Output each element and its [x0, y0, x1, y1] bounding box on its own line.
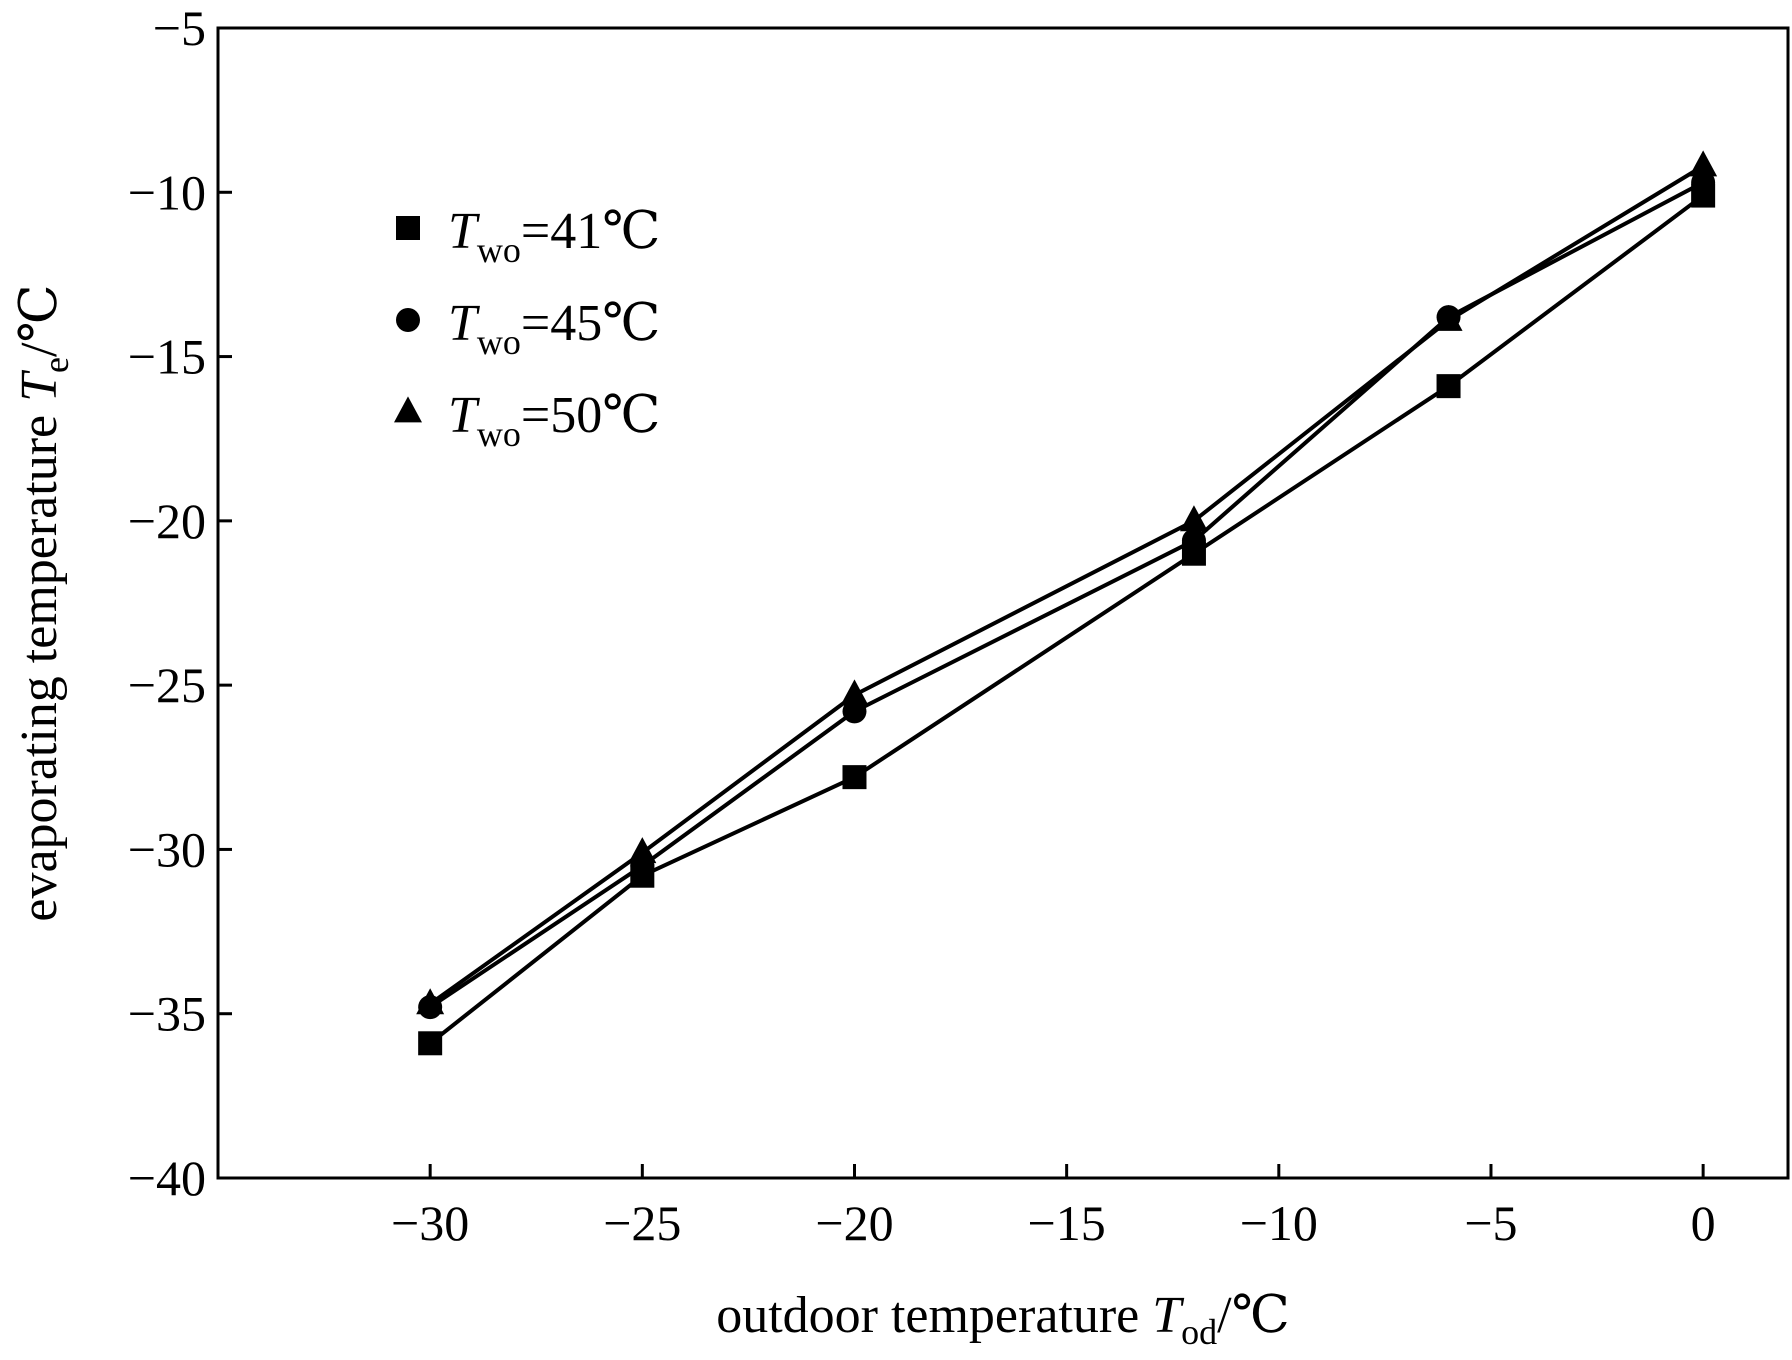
- legend-item: Two=45℃: [396, 295, 660, 362]
- series-line-square: [428, 193, 1705, 1045]
- legend-marker-square: [396, 216, 420, 240]
- x-tick-label: −25: [603, 1195, 681, 1251]
- x-tick-label: −30: [391, 1195, 469, 1251]
- data-point-triangle: [416, 988, 445, 1015]
- legend-label: Two=45℃: [448, 295, 660, 362]
- legend-label: Two=41℃: [448, 203, 660, 270]
- data-point-square: [418, 1031, 443, 1056]
- y-tick-label: −5: [153, 0, 206, 56]
- series-layer: [416, 150, 1718, 1056]
- data-point-circle: [1181, 528, 1206, 553]
- series-square: [418, 183, 1716, 1056]
- x-tick-label: −10: [1240, 1195, 1318, 1251]
- data-point-triangle: [628, 837, 657, 864]
- series-line-triangle: [429, 164, 1705, 1006]
- y-tick-label: −30: [128, 821, 206, 877]
- data-point-triangle: [1434, 304, 1463, 331]
- y-tick-label: −40: [128, 1150, 206, 1206]
- data-point-circle: [842, 699, 867, 724]
- x-tick-label: −15: [1028, 1195, 1106, 1251]
- data-point-triangle: [1689, 150, 1718, 177]
- x-axis-title: outdoor temperature Tod/℃: [716, 1287, 1290, 1352]
- y-tick-label: −35: [128, 986, 206, 1042]
- y-tick-label: −20: [128, 493, 206, 549]
- x-tick-label: −5: [1464, 1195, 1517, 1251]
- data-point-square: [1436, 374, 1461, 399]
- y-axis-title: evaporating temperature Te/℃: [11, 284, 76, 921]
- legend-marker-triangle: [394, 396, 422, 423]
- legend-item: Two=50℃: [394, 387, 660, 454]
- y-tick-label: −10: [128, 164, 206, 220]
- ticks-layer: −30 −25 −20 −15 −10 −5 0 −40 −35 −30 −25 −20 −15 −10 −…: [128, 0, 1716, 1251]
- data-point-triangle: [1179, 505, 1208, 532]
- y-tick-label: −15: [128, 329, 206, 385]
- legend-label: Two=50℃: [448, 387, 660, 454]
- data-point-square: [842, 765, 867, 790]
- data-point-circle: [1691, 170, 1716, 195]
- y-tick-label: −25: [128, 657, 206, 713]
- series-triangle: [416, 150, 1718, 1015]
- legend-item: Two=41℃: [396, 203, 660, 270]
- x-tick-label: 0: [1691, 1195, 1716, 1251]
- legend: Two=41℃ Two=45℃ Two=50℃: [394, 203, 660, 454]
- plot-frame: [216, 26, 1790, 1180]
- data-point-triangle: [840, 679, 869, 706]
- x-tick-label: −20: [815, 1195, 893, 1251]
- legend-marker-circle: [396, 308, 420, 332]
